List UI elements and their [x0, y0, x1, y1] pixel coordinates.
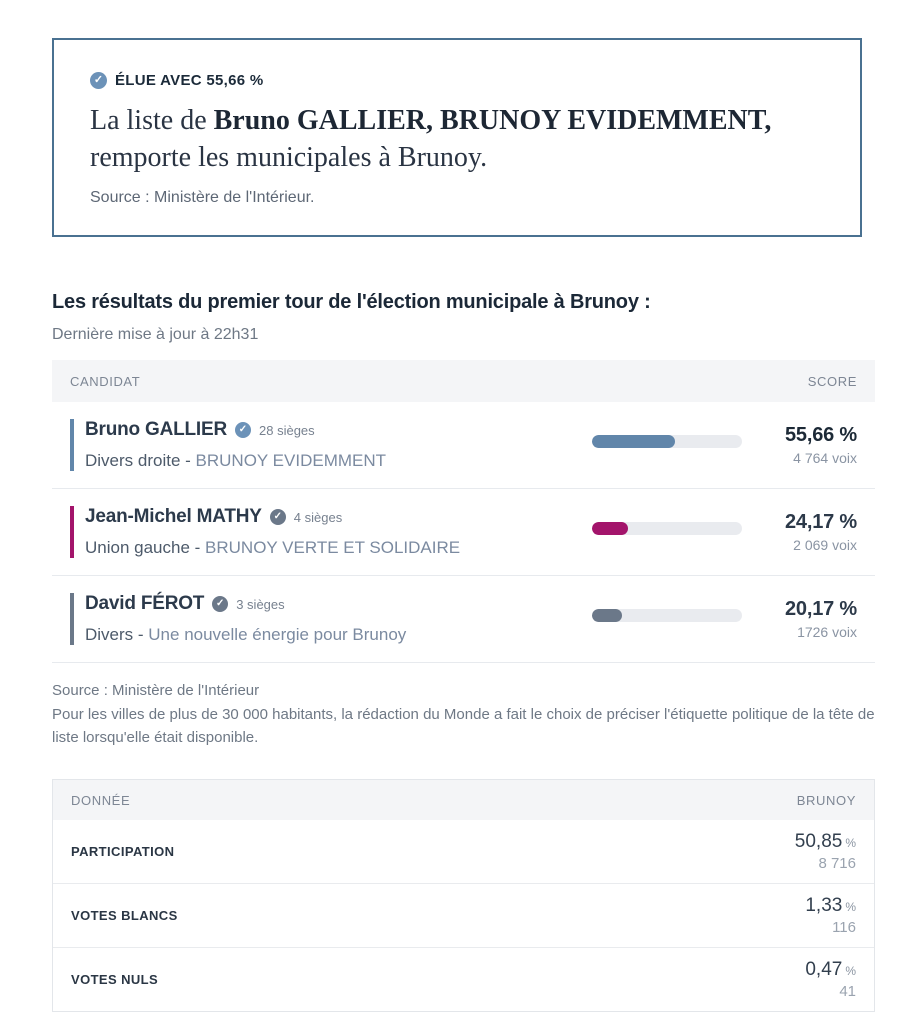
stats-row: PARTICIPATION 50,85% 8 716 — [53, 820, 874, 885]
score-bar — [592, 608, 742, 622]
methodology-note: Pour les villes de plus de 30 000 habita… — [52, 705, 875, 746]
list-name: Une nouvelle énergie pour Brunoy — [148, 625, 407, 645]
party-label: Divers droite — [85, 451, 181, 471]
score-bar — [592, 521, 742, 535]
votes-count: 1726 voix — [797, 624, 857, 641]
stat-label: VOTES BLANCS — [71, 908, 178, 924]
stats-row: VOTES BLANCS 1,33% 116 — [53, 884, 874, 949]
list-name: BRUNOY EVIDEMMENT — [195, 451, 387, 471]
seats-count: 4 sièges — [293, 509, 343, 525]
candidate-name: David FÉROT — [85, 593, 205, 615]
stat-count: 116 — [832, 919, 856, 937]
column-header-score: SCORE — [807, 373, 857, 389]
elected-status-label: ÉLUE AVEC 55,66 % — [115, 72, 264, 89]
candidate-name: Jean-Michel MATHY — [85, 506, 262, 528]
candidates-table: CANDIDAT SCORE Bruno GALLIER ✓ 28 sièges… — [52, 360, 875, 664]
candidate-row: Jean-Michel MATHY ✓ 4 sièges Union gauch… — [52, 489, 875, 577]
score-column: 55,66 % 4 764 voix — [752, 424, 857, 466]
stat-label: VOTES NULS — [71, 972, 159, 988]
percent-sign: % — [845, 836, 856, 851]
column-header-city: BRUNOY — [796, 792, 856, 808]
seats-count: 28 sièges — [259, 422, 315, 438]
percent-sign: % — [845, 900, 856, 915]
stat-count: 8 716 — [818, 855, 856, 873]
score-percentage: 20,17 % — [785, 598, 857, 621]
stats-table-header: DONNÉE BRUNOY — [53, 780, 874, 821]
candidate-info: Bruno GALLIER ✓ 28 sièges Divers droite … — [70, 419, 582, 472]
score-bar-fill — [592, 434, 676, 448]
stat-count: 41 — [839, 983, 856, 1001]
party-list-separator: - — [180, 451, 196, 471]
stat-label: PARTICIPATION — [71, 844, 175, 860]
winner-card-source: Source : Ministère de l'Intérieur. — [90, 189, 315, 207]
stat-values: 1,33% 116 — [805, 895, 856, 936]
winner-headline: La liste de Bruno GALLIER, BRUNOY EVIDEM… — [90, 102, 824, 176]
party-list-separator: - — [189, 538, 206, 558]
score-column: 20,17 % 1726 voix — [752, 598, 857, 640]
headline-suffix: remporte les municipales à Brunoy. — [90, 142, 488, 174]
score-bar — [592, 434, 742, 448]
elected-check-icon: ✓ — [269, 509, 286, 526]
table-source-note: Source : Ministère de l'Intérieur Pour l… — [52, 679, 875, 749]
elected-check-icon: ✓ — [212, 596, 229, 613]
party-label: Divers — [85, 625, 134, 645]
stats-table: DONNÉE BRUNOY PARTICIPATION 50,85% 8 716… — [52, 779, 875, 1013]
party-label: Union gauche — [85, 538, 190, 558]
elected-check-icon: ✓ — [90, 72, 107, 89]
score-percentage: 24,17 % — [785, 511, 857, 534]
stats-row: VOTES NULS 0,47% 41 — [53, 948, 874, 1012]
headline-winner-name: Bruno GALLIER, BRUNOY EVIDEMMENT, — [213, 105, 772, 136]
headline-prefix: La liste de — [90, 105, 214, 136]
stat-percentage: 50,85 — [794, 831, 843, 853]
score-bar-fill — [592, 608, 623, 622]
last-updated: Dernière mise à jour à 22h31 — [52, 326, 259, 344]
candidates-table-header: CANDIDAT SCORE — [52, 360, 875, 403]
seats-count: 3 sièges — [236, 596, 285, 612]
elected-status: ✓ ÉLUE AVEC 55,66 % — [90, 72, 824, 89]
source-line: Source : Ministère de l'Intérieur — [52, 682, 260, 700]
candidate-info: Jean-Michel MATHY ✓ 4 sièges Union gauch… — [70, 506, 582, 559]
candidate-row: David FÉROT ✓ 3 sièges Divers - Une nouv… — [52, 576, 875, 664]
candidate-row: Bruno GALLIER ✓ 28 sièges Divers droite … — [52, 402, 875, 490]
score-bar-fill — [592, 521, 629, 535]
winner-card: ✓ ÉLUE AVEC 55,66 % La liste de Bruno GA… — [52, 38, 862, 238]
percent-sign: % — [845, 964, 856, 979]
stat-percentage: 1,33 — [805, 895, 843, 917]
elected-check-icon: ✓ — [235, 422, 251, 439]
candidate-name: Bruno GALLIER — [85, 419, 227, 441]
party-list-separator: - — [133, 625, 149, 645]
column-header-data: DONNÉE — [71, 792, 131, 808]
stat-values: 0,47% 41 — [805, 959, 856, 1000]
section-title: Les résultats du premier tour de l'élect… — [52, 291, 651, 314]
stat-values: 50,85% 8 716 — [795, 831, 856, 872]
column-header-candidate: CANDIDAT — [70, 373, 141, 389]
score-column: 24,17 % 2 069 voix — [752, 511, 857, 553]
votes-count: 2 069 voix — [793, 537, 857, 554]
candidate-info: David FÉROT ✓ 3 sièges Divers - Une nouv… — [70, 593, 582, 646]
votes-count: 4 764 voix — [793, 450, 857, 467]
list-name: BRUNOY VERTE ET SOLIDAIRE — [205, 538, 461, 558]
score-percentage: 55,66 % — [785, 424, 857, 447]
stat-percentage: 0,47 — [805, 959, 843, 981]
